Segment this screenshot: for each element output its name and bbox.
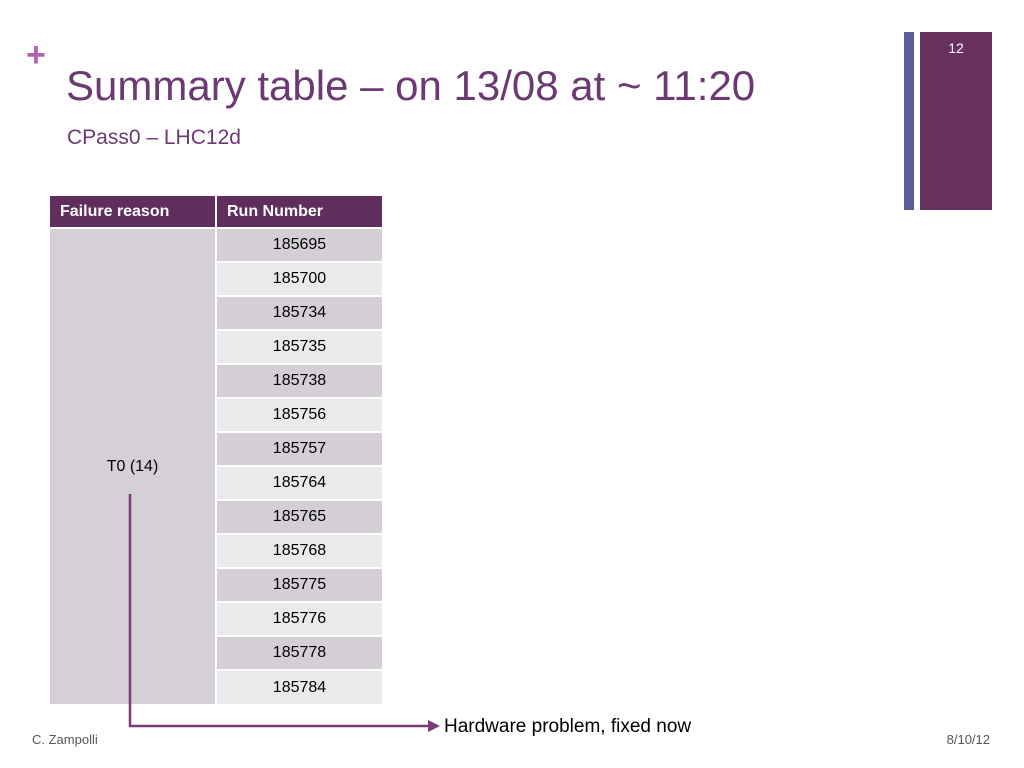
table-header-row: Failure reason Run Number (50, 196, 382, 229)
table-row: 185756 (50, 397, 382, 432)
footer-date: 8/10/12 (946, 732, 990, 747)
run-number-cell: 185765 (216, 499, 382, 534)
header-run-number: Run Number (216, 196, 382, 229)
table-row: 185735 (50, 329, 382, 364)
table-row: 185700 (50, 261, 382, 296)
table-row: T0 (14) 185695 (50, 227, 382, 704)
decorative-bar-thin (904, 32, 914, 210)
run-number-cell: 185778 (216, 635, 382, 670)
run-number-cell: 185695 (216, 227, 382, 262)
table-row: 185734 (50, 295, 382, 330)
run-number-cell: 185756 (216, 397, 382, 432)
run-number-cell: 185764 (216, 465, 382, 500)
table-body: T0 (14) 185695 185700 185734 185735 185738 185… (50, 227, 382, 704)
run-number-cell: 185757 (216, 431, 382, 466)
run-number-cell: 185700 (216, 261, 382, 296)
failure-reason-cell: T0 (14) (50, 227, 217, 704)
run-number-cell: 185784 (216, 669, 382, 704)
page-number: 12 (948, 40, 964, 56)
slide-subtitle: CPass0 – LHC12d (67, 126, 241, 149)
header-failure-reason: Failure reason (50, 196, 217, 229)
run-number-cell: 185738 (216, 363, 382, 398)
decorative-bar-wide (920, 32, 992, 210)
plus-icon: + (26, 36, 46, 74)
footer-author: C. Zampolli (32, 732, 98, 747)
run-number-cell: 185768 (216, 533, 382, 568)
slide-title: Summary table – on 13/08 at ~ 11:20 (66, 62, 756, 109)
annotation-text: Hardware problem, fixed now (444, 716, 692, 737)
run-number-cell: 185734 (216, 295, 382, 330)
table-row: 185757 (50, 431, 382, 466)
run-number-cell: 185775 (216, 567, 382, 602)
table-row: 185738 (50, 363, 382, 398)
summary-table: Failure reason Run Number T0 (14) 185695 1… (50, 196, 382, 704)
run-number-cell: 185776 (216, 601, 382, 636)
run-number-cell: 185735 (216, 329, 382, 364)
